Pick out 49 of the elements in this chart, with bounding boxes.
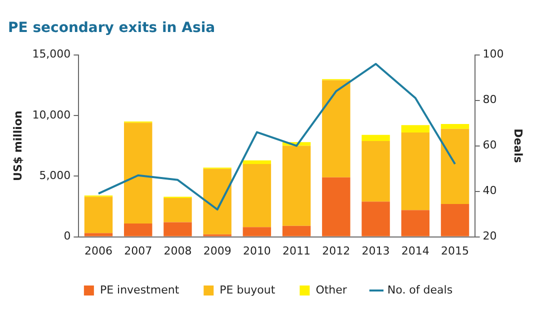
bar xyxy=(124,122,152,224)
bar xyxy=(440,204,470,236)
y2-tick-label: 40 xyxy=(482,184,497,198)
x-tick-label: 2009 xyxy=(203,244,232,258)
y2-tick-label: 100 xyxy=(482,48,504,61)
legend-label: No. of deals xyxy=(387,283,453,296)
bar xyxy=(84,233,113,236)
x-tick-label: 2015 xyxy=(441,244,469,258)
y-tick-label: 10,000 xyxy=(32,108,71,122)
y2-axis-title: Deals xyxy=(512,128,525,164)
bar xyxy=(203,168,232,234)
y-tick-label: 0 xyxy=(64,230,71,243)
x-tick-label: 2012 xyxy=(322,244,350,258)
legend-label: PE investment xyxy=(100,283,180,296)
bar xyxy=(322,80,350,178)
y-tick-label: 15,000 xyxy=(32,48,71,61)
x-tick-label: 2007 xyxy=(124,244,152,258)
bar xyxy=(440,128,470,204)
bar xyxy=(322,177,350,236)
x-tick-label: 2010 xyxy=(242,244,271,258)
bar xyxy=(401,210,430,236)
bar xyxy=(124,223,152,236)
bar xyxy=(164,222,192,236)
y2-tick-label: 20 xyxy=(482,230,497,243)
bar xyxy=(164,198,192,222)
y2-tick-label: 60 xyxy=(482,138,497,152)
bar xyxy=(362,140,390,202)
bar xyxy=(84,196,113,234)
bar xyxy=(401,125,430,132)
y2-tick-label: 80 xyxy=(482,93,497,106)
x-tick-label: 2008 xyxy=(164,244,192,258)
chart-title: PE secondary exits in Asia xyxy=(8,20,216,36)
bar xyxy=(242,160,272,164)
bar xyxy=(401,132,430,210)
x-tick-label: 2011 xyxy=(282,244,311,258)
y-axis-title: US$ million xyxy=(11,110,24,181)
bar xyxy=(242,164,272,228)
legend-label: PE buyout xyxy=(220,283,276,296)
x-tick-label: 2014 xyxy=(401,244,430,258)
legend-label: Other xyxy=(316,283,348,296)
bar xyxy=(282,146,311,226)
bar xyxy=(362,134,390,141)
bar xyxy=(440,124,470,129)
y-tick-label: 5,000 xyxy=(39,168,71,182)
bar xyxy=(362,202,390,236)
bar xyxy=(282,226,311,236)
x-tick-label: 2013 xyxy=(362,244,390,258)
x-tick-label: 2006 xyxy=(84,244,112,258)
bar xyxy=(242,227,272,236)
